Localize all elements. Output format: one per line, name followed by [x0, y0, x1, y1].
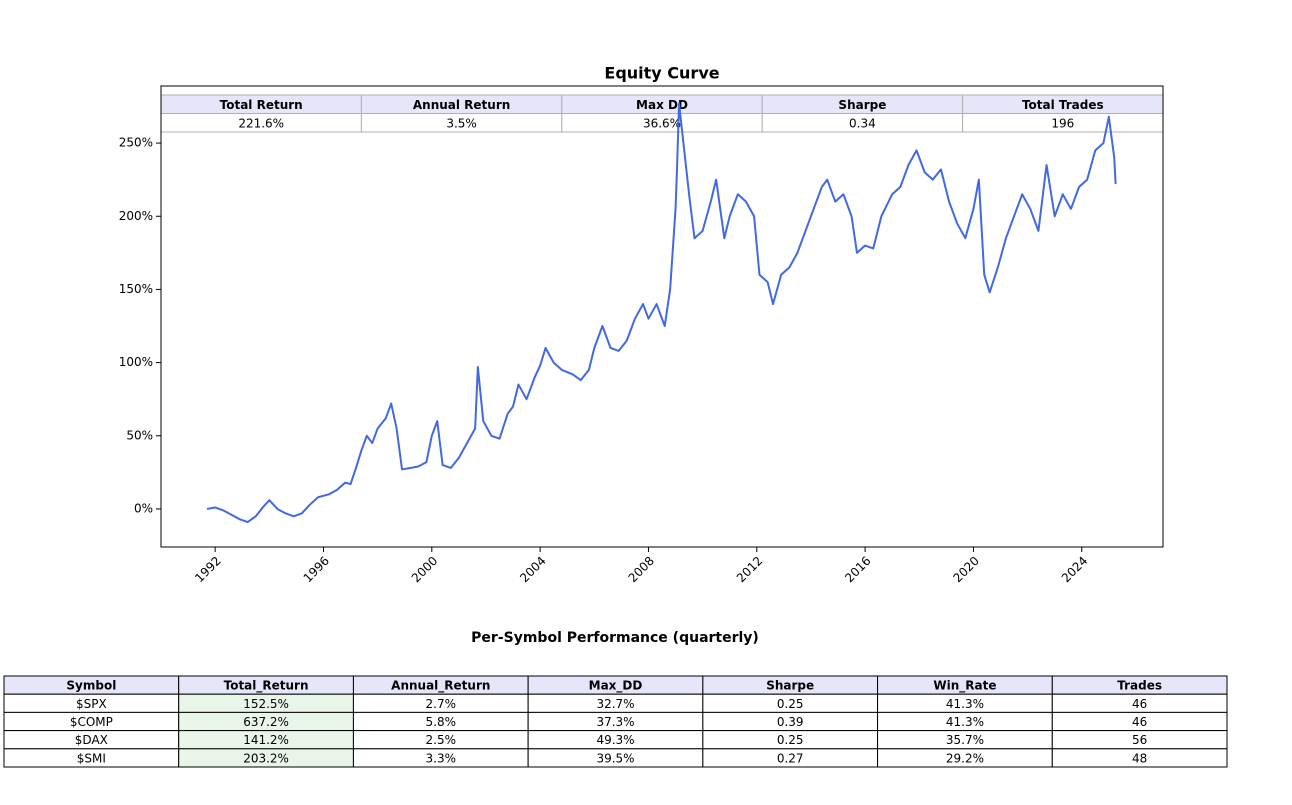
cell-text: 36.6% — [643, 116, 681, 130]
cell-text: 3.3% — [426, 751, 457, 765]
x-tick-label: 2012 — [734, 554, 765, 585]
cell-text: 37.3% — [596, 715, 634, 729]
x-tick-label: 2004 — [517, 554, 548, 585]
y-tick-label: 100% — [119, 355, 153, 369]
cell-text: 46 — [1132, 697, 1147, 711]
header-text: Sharpe — [838, 98, 886, 112]
cell-text: 32.7% — [596, 697, 634, 711]
cell-text: 35.7% — [946, 733, 984, 747]
cell-text: $DAX — [75, 733, 108, 747]
header-text: Annual Return — [413, 98, 510, 112]
cell-text: 0.27 — [777, 751, 804, 765]
cell-text: 141.2% — [243, 733, 289, 747]
x-tick-label: 2008 — [626, 554, 657, 585]
x-tick-label: 2024 — [1059, 554, 1090, 585]
equity-line — [206, 102, 1117, 524]
y-tick-label: 250% — [119, 136, 153, 150]
header-text: Total Return — [220, 98, 303, 112]
x-tick-label: 1996 — [301, 554, 332, 585]
cell-text: 41.3% — [946, 697, 984, 711]
y-tick-label: 150% — [119, 282, 153, 296]
cell-text: $COMP — [70, 715, 113, 729]
header-text: Annual_Return — [391, 679, 490, 694]
cell-text: 637.2% — [243, 715, 289, 729]
chart-title: Equity Curve — [604, 64, 719, 83]
cell-text: 39.5% — [596, 751, 634, 765]
cell-text: 2.7% — [426, 697, 457, 711]
header-text: Win_Rate — [933, 679, 996, 694]
cell-text: 0.39 — [777, 715, 804, 729]
cell-text: 196 — [1051, 116, 1074, 130]
x-tick-label: 2000 — [409, 554, 440, 585]
x-tick-label: 1992 — [192, 554, 223, 585]
x-tick-label: 2020 — [951, 554, 982, 585]
cell-text: 3.5% — [446, 116, 477, 130]
cell-text: 221.6% — [238, 116, 284, 130]
y-tick-label: 50% — [126, 428, 153, 442]
header-text: Symbol — [66, 679, 116, 693]
table-cell — [1051, 748, 1228, 768]
cell-text: $SMI — [77, 751, 106, 765]
cell-text: 5.8% — [426, 715, 457, 729]
header-text: Max_DD — [589, 679, 643, 694]
cell-text: 203.2% — [243, 751, 289, 765]
header-text: Sharpe — [766, 679, 814, 693]
table-title: Per-Symbol Performance (quarterly) — [471, 630, 759, 646]
cell-text: 0.34 — [849, 116, 876, 130]
y-tick-label: 200% — [119, 209, 153, 223]
cell-text: $SPX — [76, 697, 107, 711]
header-text: Total Trades — [1022, 98, 1104, 112]
y-tick-label: 0% — [134, 501, 153, 515]
cell-text: 48 — [1132, 751, 1147, 765]
plot-frame — [160, 85, 1164, 548]
cell-text: 0.25 — [777, 733, 804, 747]
header-text: Max DD — [636, 98, 688, 112]
x-tick-label: 2016 — [842, 554, 873, 585]
cell-text: 46 — [1132, 715, 1147, 729]
cell-text: 41.3% — [946, 715, 984, 729]
header-text: Trades — [1117, 679, 1162, 693]
cell-text: 29.2% — [946, 751, 984, 765]
cell-text: 49.3% — [596, 733, 634, 747]
cell-text: 2.5% — [426, 733, 457, 747]
cell-text: 0.25 — [777, 697, 804, 711]
cell-text: 56 — [1132, 733, 1147, 747]
cell-text: 152.5% — [243, 697, 289, 711]
header-text: Total_Return — [224, 679, 309, 694]
